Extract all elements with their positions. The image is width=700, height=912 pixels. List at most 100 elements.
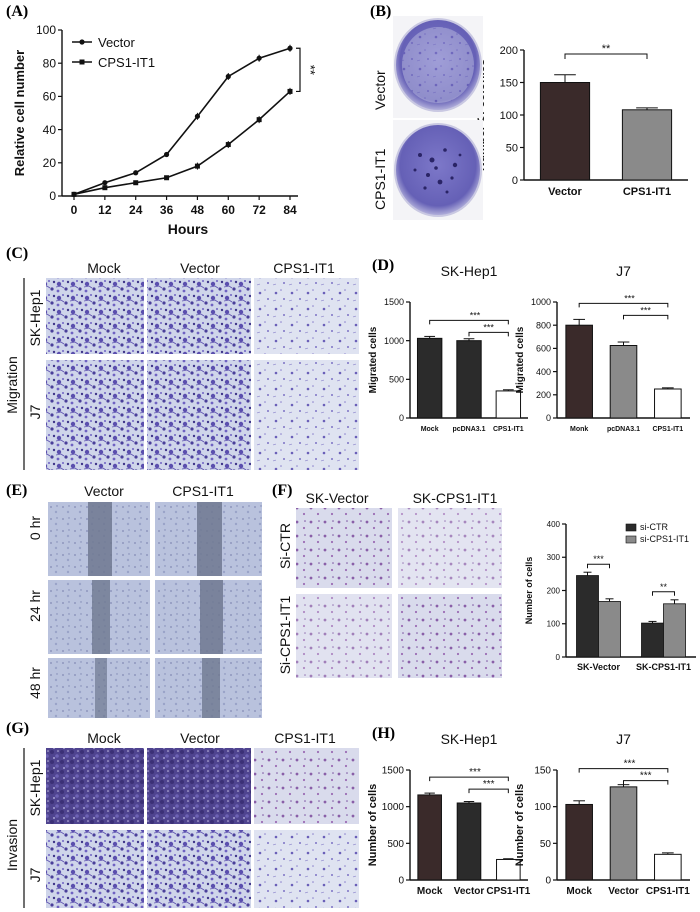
migration-skhep1-bar-chart: 0 500 1000 1500 Migrated cells Mock pcDNA3.1 CP… xyxy=(368,263,528,433)
panel-label-f: (F) xyxy=(272,482,292,499)
y-tick-label: 150 xyxy=(500,77,518,89)
significance-label: *** xyxy=(469,767,481,778)
dish-row-label-cps1: CPS1-IT1 xyxy=(372,148,388,210)
invasion-image-j7-cps1 xyxy=(254,830,359,908)
growth-curve-chart: 0 20 40 60 80 100 Relative cell number 0 12 24 36 4… xyxy=(12,23,318,237)
wound-row-48hr: 48 hr xyxy=(27,667,43,699)
invasion-col-vector: Vector xyxy=(180,730,220,746)
significance-label: *** xyxy=(640,771,652,782)
y-tick-label: 1000 xyxy=(384,336,404,346)
dish-row-label-vector: Vector xyxy=(372,70,388,110)
sirna-image-grid: SK-Vector SK-CPS1-IT1 Si-CTR Si-CPS1-IT1 xyxy=(277,490,502,678)
wound-row-24hr: 24 hr xyxy=(27,590,43,622)
bar-1 xyxy=(609,786,638,881)
x-tick-label: CPS1-IT1 xyxy=(646,886,690,897)
y-tick-label: 500 xyxy=(389,374,404,384)
chart-title: SK-Hep1 xyxy=(441,263,498,279)
x-tick-label: 36 xyxy=(160,203,174,217)
bar-1 xyxy=(609,345,638,419)
panel-label-g: (G) xyxy=(6,720,29,737)
x-tick-label: 12 xyxy=(98,203,112,217)
data-point xyxy=(133,180,139,186)
x-tick-label: Vector xyxy=(608,886,639,897)
invasion-image-skhep1-cps1 xyxy=(254,748,359,824)
bar-1 xyxy=(456,340,482,419)
x-tick-label: SK-CPS1-IT1 xyxy=(636,662,691,672)
x-tick-label: CPS1-IT1 xyxy=(486,886,530,897)
invasion-image-skhep1-mock xyxy=(46,748,144,824)
data-point xyxy=(164,175,170,181)
significance-bracket xyxy=(578,302,669,308)
data-point xyxy=(102,185,108,191)
y-tick-label: 400 xyxy=(547,520,561,529)
legend-label: CPS1-IT1 xyxy=(98,55,155,70)
panel-label-d: (D) xyxy=(372,257,394,274)
significance-label: *** xyxy=(624,759,636,770)
invasion-row-skhep1: SK-Hep1 xyxy=(27,759,43,816)
y-axis-label: Number of cells xyxy=(524,557,534,625)
panel-label-h: (H) xyxy=(372,725,395,742)
y-tick-label: 0 xyxy=(399,413,404,423)
x-tick-label: SK-Vector xyxy=(577,662,621,672)
bar-1-0 xyxy=(598,601,621,658)
dish-texture-vector xyxy=(402,27,474,103)
y-tick-label: 800 xyxy=(536,320,551,330)
x-axis-label: Hours xyxy=(168,221,209,237)
migration-col-mock: Mock xyxy=(87,260,121,276)
bar-0-1 xyxy=(641,622,664,658)
wound-col-cps1: CPS1-IT1 xyxy=(172,483,234,499)
migration-group-label: Migration xyxy=(4,356,20,414)
bar-2 xyxy=(654,388,682,419)
significance-bracket xyxy=(564,53,648,59)
invasion-group-label: Invasion xyxy=(4,819,20,871)
sirna-image-cps1-cps1 xyxy=(398,594,502,678)
x-tick-label: 0 xyxy=(71,203,78,217)
y-tick-label: 0 xyxy=(512,175,518,187)
sirna-col-skvector: SK-Vector xyxy=(305,490,368,506)
y-tick-label: 1000 xyxy=(531,297,551,307)
bar-0 xyxy=(565,324,593,419)
significance-bracket xyxy=(652,591,675,596)
panel-label-a: (A) xyxy=(6,3,28,20)
migration-image-skhep1-cps1 xyxy=(254,278,359,354)
y-tick-label: 100 xyxy=(36,23,56,37)
significance-bracket xyxy=(587,563,610,569)
bar-1 xyxy=(621,109,673,181)
migration-j7-bar-chart: 0 200 400 600 800 1000 Migrated cells Monk pcDNA… xyxy=(515,263,690,433)
y-tick-label: 1000 xyxy=(382,802,405,813)
x-tick-label: Vector xyxy=(454,886,485,897)
y-tick-label: 300 xyxy=(547,553,561,562)
y-axis-label: Relative cell number xyxy=(12,50,27,176)
migration-image-grid: Mock Vector CPS1-IT1 Migration SK-Hep1 J… xyxy=(4,260,359,470)
x-tick-label: Mock xyxy=(421,426,439,433)
y-tick-label: 400 xyxy=(536,367,551,377)
migration-image-j7-mock xyxy=(46,360,144,470)
colony-dots xyxy=(413,148,462,194)
dish-image-cps1 xyxy=(394,123,482,217)
invasion-row-j7: J7 xyxy=(27,867,43,882)
bar-2 xyxy=(654,853,682,881)
chart-title: J7 xyxy=(616,731,631,747)
legend-label: si-CTR xyxy=(640,522,668,532)
legend-marker xyxy=(79,59,85,65)
y-tick-label: 100 xyxy=(534,802,551,813)
y-tick-label: 0 xyxy=(49,189,56,203)
migration-image-j7-cps1 xyxy=(254,360,359,470)
x-tick-label: Mock xyxy=(566,886,592,897)
significance-bracket xyxy=(468,331,509,337)
y-tick-label: 0 xyxy=(398,876,404,887)
x-tick-label: 84 xyxy=(283,203,297,217)
x-tick-label: CPS1-IT1 xyxy=(623,186,671,198)
invasion-image-grid: Mock Vector CPS1-IT1 Invasion SK-Hep1 J7 xyxy=(4,730,359,908)
y-tick-label: 0 xyxy=(545,876,551,887)
migration-col-vector: Vector xyxy=(180,260,220,276)
significance-bracket xyxy=(429,776,509,782)
y-tick-label: 1500 xyxy=(382,766,405,777)
significance-bracket xyxy=(623,780,669,785)
y-axis-label: Number of cells xyxy=(514,784,526,867)
y-tick-label: 20 xyxy=(43,156,57,170)
data-point xyxy=(71,191,77,197)
y-tick-label: 1500 xyxy=(384,297,404,307)
